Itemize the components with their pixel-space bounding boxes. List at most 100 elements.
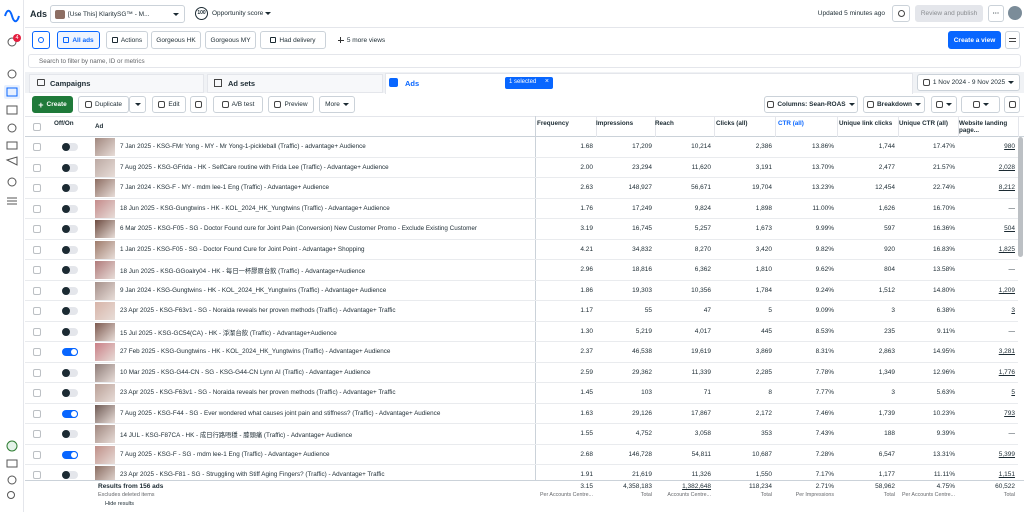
chart-button[interactable] <box>1004 96 1020 113</box>
delete-button[interactable] <box>190 96 207 113</box>
column-header[interactable]: CTR (all) <box>778 120 804 127</box>
edit-button[interactable]: Edit <box>152 96 186 113</box>
toggle[interactable] <box>62 409 78 418</box>
ad-name[interactable]: 27 Feb 2025 - KSG-Gungtwins - HK - KOL_2… <box>120 348 391 355</box>
column-header[interactable]: Frequency <box>537 120 569 127</box>
metric-cell[interactable]: 2,028 <box>998 163 1015 171</box>
ads-tab[interactable]: Ads <box>385 73 913 94</box>
ad-name[interactable]: 15 Jul 2025 - KSG-GC54(CA) - HK - 淨潔台飲 (… <box>120 329 337 337</box>
column-header[interactable]: Website landing page... <box>959 120 1008 134</box>
search-button[interactable] <box>32 31 50 49</box>
row-checkbox[interactable] <box>33 204 41 213</box>
row-checkbox[interactable] <box>33 245 41 254</box>
date-range[interactable]: 1 Nov 2024 - 9 Nov 2025 <box>917 74 1020 91</box>
duplicate-button[interactable]: Duplicate <box>78 96 129 113</box>
hide-results[interactable]: Hide results <box>105 501 135 507</box>
metric-cell[interactable]: 3 <box>1011 307 1015 314</box>
column-header[interactable]: Impressions <box>596 120 634 127</box>
metric-cell[interactable]: 980 <box>1004 143 1015 150</box>
toggle[interactable] <box>62 389 78 397</box>
toggle[interactable] <box>62 348 78 356</box>
ad-name[interactable]: 18 Jun 2025 - KSG-Gungtwins - HK - KOL_2… <box>120 204 390 212</box>
create-view-button[interactable]: Create a view <box>948 31 1001 49</box>
campaigns-tab[interactable]: Campaigns <box>29 74 204 93</box>
ad-name[interactable]: 7 Aug 2025 - KSG-GFrida - HK - SelfCare … <box>120 163 389 171</box>
review-publish-button[interactable]: Review and publish <box>915 5 983 22</box>
score-label[interactable]: Opportunity score <box>212 10 272 17</box>
metric-cell[interactable]: 8,212 <box>998 184 1015 191</box>
search-input[interactable]: Search to filter by name, ID or metrics <box>28 54 1021 68</box>
row-checkbox[interactable] <box>33 327 41 336</box>
preview-button[interactable]: Preview <box>268 96 314 113</box>
nav-icon[interactable] <box>7 177 17 187</box>
ad-name[interactable]: 14 JUL - KSG-F87CA - HK - 成日行路唔穩 - 膝頭痛 (… <box>120 432 353 439</box>
more-dropdown[interactable]: More <box>319 96 355 113</box>
view-tab[interactable]: All ads <box>57 31 100 49</box>
breakdown-dropdown[interactable]: Breakdown <box>863 96 925 113</box>
column-header[interactable]: Reach <box>655 120 674 127</box>
toggle[interactable] <box>62 143 78 151</box>
row-checkbox[interactable] <box>33 307 41 315</box>
export-dropdown[interactable] <box>961 96 1000 113</box>
metric-cell[interactable]: 1,825 <box>998 245 1015 253</box>
metric-cell[interactable]: 1,776 <box>998 368 1015 376</box>
settings-icon[interactable] <box>7 475 17 485</box>
ad-name[interactable]: 6 Mar 2025 - KSG-F05 - SG - Doctor Found… <box>120 225 477 232</box>
toggle[interactable] <box>62 327 78 336</box>
row-checkbox[interactable] <box>33 471 41 479</box>
select-all[interactable] <box>33 123 41 131</box>
help-icon[interactable] <box>6 440 18 452</box>
metric-cell[interactable]: 1,209 <box>998 286 1015 294</box>
row-checkbox[interactable] <box>33 225 41 233</box>
ad-name[interactable]: 23 Apr 2025 - KSG-F81 - SG - Struggling … <box>120 471 385 478</box>
row-checkbox[interactable] <box>33 348 41 356</box>
ads-manager-icon[interactable] <box>6 87 18 97</box>
duplicate-dropdown[interactable] <box>129 96 146 113</box>
row-checkbox[interactable] <box>33 184 41 192</box>
row-checkbox[interactable] <box>33 368 41 377</box>
row-checkbox[interactable] <box>33 450 41 459</box>
toggle[interactable] <box>62 245 78 254</box>
view-tab[interactable]: 5 more views <box>333 31 390 49</box>
account-dropdown[interactable]: [Use This] KlaritySG™ - M... <box>50 5 185 23</box>
ad-name[interactable]: 9 Jan 2024 - KSG-Gungtwins - HK - KOL_20… <box>120 286 387 294</box>
toggle[interactable] <box>62 266 78 274</box>
settings-button[interactable] <box>1005 31 1020 49</box>
more-button[interactable]: ··· <box>988 5 1004 22</box>
toggle[interactable] <box>62 430 78 438</box>
ad-name[interactable]: 7 Jan 2024 - KSG-F - MY - mdm lee-1 Eng … <box>120 184 330 191</box>
metric-cell[interactable]: 1,151 <box>998 471 1015 478</box>
nav-icon[interactable] <box>6 105 18 115</box>
reports-dropdown[interactable] <box>931 96 957 113</box>
row-checkbox[interactable] <box>33 286 41 295</box>
ad-name[interactable]: 10 Mar 2025 - KSG-G44-CN - SG - KSG-G44-… <box>120 368 371 376</box>
ad-name[interactable]: 18 Jun 2025 - KSG-GGoalry04 - HK - 每日一杯膠… <box>120 268 366 275</box>
toggle[interactable] <box>62 204 78 213</box>
columns-dropdown[interactable]: Columns: Sean-ROAS <box>764 96 858 113</box>
adsets-tab[interactable]: Ad sets <box>207 74 383 93</box>
row-checkbox[interactable] <box>33 409 41 418</box>
menu-icon[interactable] <box>7 197 17 205</box>
row-checkbox[interactable] <box>33 389 41 397</box>
toggle[interactable] <box>62 450 78 459</box>
toggle[interactable] <box>62 307 78 315</box>
column-header[interactable]: Clicks (all) <box>716 120 748 127</box>
nav-icon[interactable] <box>5 156 18 166</box>
avatar[interactable] <box>1008 6 1022 20</box>
toggle[interactable] <box>62 184 78 192</box>
search-icon[interactable] <box>7 491 15 499</box>
toggle[interactable] <box>62 471 78 479</box>
refresh-button[interactable] <box>892 5 910 22</box>
metric-cell[interactable]: 793 <box>1004 409 1015 417</box>
ad-name[interactable]: 7 Aug 2025 - KSG-F44 - SG - Ever wondere… <box>120 409 441 417</box>
metric-cell[interactable]: 5,399 <box>998 450 1015 458</box>
view-tab[interactable]: Had delivery <box>260 31 326 49</box>
toggle[interactable] <box>62 368 78 377</box>
row-checkbox[interactable] <box>33 430 41 438</box>
nav-icon[interactable] <box>6 459 18 468</box>
notifications-icon[interactable] <box>7 37 17 47</box>
view-tab[interactable]: Gorgeous HK <box>151 31 201 49</box>
nav-icon[interactable] <box>7 123 17 133</box>
overview-icon[interactable] <box>7 69 17 79</box>
ad-name[interactable]: 7 Aug 2025 - KSG-F - SG - mdm lee-1 Eng … <box>120 450 330 458</box>
